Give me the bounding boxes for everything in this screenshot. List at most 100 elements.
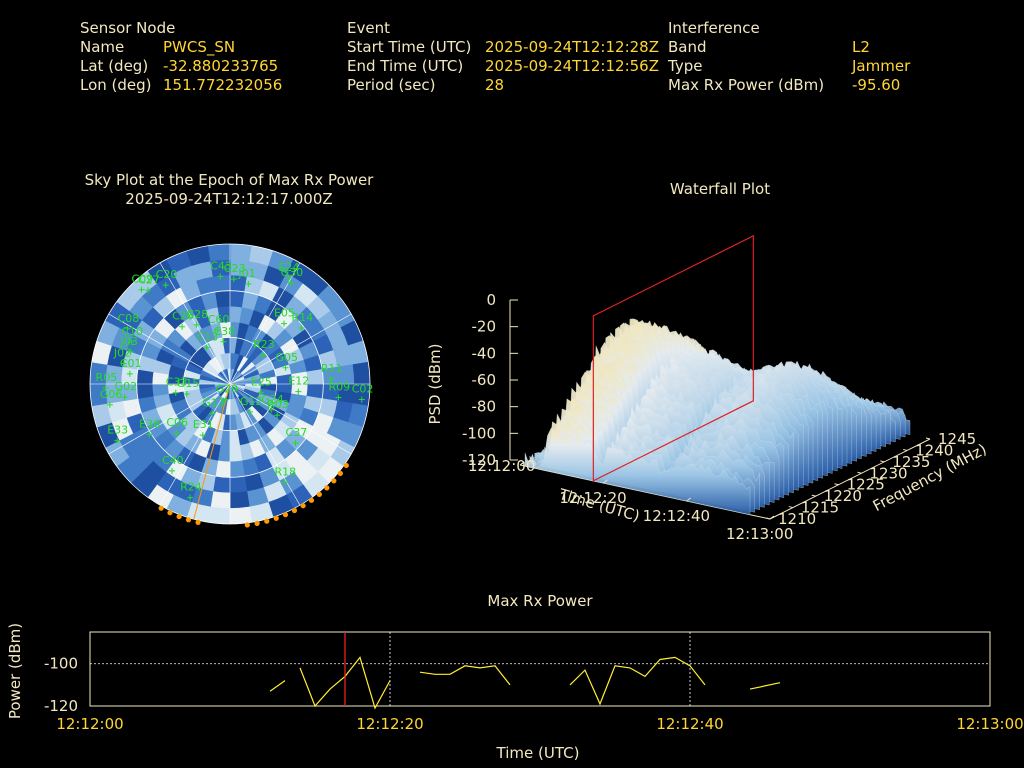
satellite-plus-marker bbox=[214, 327, 221, 334]
satellite-plus-marker bbox=[220, 338, 227, 345]
satellite-g06: G06 bbox=[100, 388, 122, 408]
power-x-tick-label: 12:12:00 bbox=[56, 715, 123, 733]
freq-tick-mark bbox=[834, 483, 839, 486]
jammer-edge-dot bbox=[195, 519, 201, 525]
z-tick-label: -60 bbox=[472, 371, 497, 389]
satellite-plus-marker bbox=[280, 320, 287, 327]
satellite-label: C28 bbox=[186, 308, 208, 321]
satellite-plus-marker bbox=[274, 412, 281, 419]
satellite-g30: G30 bbox=[281, 266, 303, 286]
z-tick-label: -100 bbox=[462, 424, 496, 442]
satellite-label: C43 bbox=[210, 259, 232, 272]
satellite-label: C02 bbox=[352, 383, 374, 396]
satellite-c38: C38 bbox=[214, 325, 235, 345]
event-start-label: Start Time (UTC) bbox=[347, 38, 472, 56]
satellite-label: R18 bbox=[274, 465, 296, 478]
satellite-c09: C09 bbox=[132, 273, 154, 293]
satellite-c13: C13 bbox=[197, 331, 218, 351]
satellite-label: R09 bbox=[328, 380, 350, 393]
power-line-segment bbox=[269, 680, 286, 692]
satellite-r09: R09 bbox=[328, 380, 350, 401]
satellite-r24: R24 bbox=[180, 481, 202, 501]
satellite-plus-marker bbox=[193, 321, 200, 328]
power-ticks: 12:12:00 12:12:20 12:12:40 12:13:00 -100 -120 bbox=[44, 655, 1024, 733]
satellite-label: C23 bbox=[224, 262, 246, 275]
power-x-label: Time (UTC) bbox=[496, 744, 580, 762]
satellite-label: C60 bbox=[208, 313, 230, 326]
satellite-plus-marker bbox=[285, 275, 292, 282]
satellite-c27: C27 bbox=[138, 273, 160, 294]
event-end-label: End Time (UTC) bbox=[347, 57, 464, 75]
jammer-edge-dot bbox=[264, 518, 270, 524]
satellite-label: C06 bbox=[166, 416, 188, 429]
interference-band-value: L2 bbox=[852, 38, 870, 56]
satellite-label: E12 bbox=[288, 375, 309, 388]
satellite-g12: G12 bbox=[240, 395, 263, 415]
waterfall-title: Waterfall Plot bbox=[669, 180, 771, 198]
satellite-c43: C43 bbox=[210, 259, 232, 280]
node-lat-label: Lat (deg) bbox=[80, 57, 149, 75]
power-plot-frame bbox=[89, 631, 991, 707]
node-lon-value: 151.772232056 bbox=[163, 76, 283, 94]
satellite-plus-marker bbox=[292, 439, 299, 446]
jammer-edge-dot bbox=[324, 485, 330, 491]
freq-tick-label: 1210 bbox=[778, 510, 816, 528]
satellite-plus-marker bbox=[358, 396, 365, 403]
satellite-c06: C06 bbox=[166, 416, 188, 436]
jammer-edge-dot bbox=[343, 462, 349, 469]
event-period-label: Period (sec) bbox=[347, 76, 436, 94]
satellite-label: R03 bbox=[267, 398, 289, 411]
jammer-edge-dot bbox=[273, 515, 279, 521]
satellite-label: J02 bbox=[113, 347, 131, 360]
satellite-label: G05 bbox=[276, 351, 299, 364]
satellite-label: J01 bbox=[237, 267, 255, 280]
satellite-e36: E36 bbox=[139, 418, 160, 438]
satellite-plus-marker bbox=[169, 467, 176, 474]
satellite-plus-marker bbox=[146, 431, 153, 438]
freq-tick-label: 1235 bbox=[892, 453, 930, 471]
satellite-j02: J02 bbox=[113, 347, 131, 367]
sky-heat-cells bbox=[90, 244, 370, 524]
satellite-label: E24 bbox=[278, 261, 299, 274]
satellite-label: C09 bbox=[132, 273, 154, 286]
freq-tick-mark bbox=[925, 437, 931, 440]
power-x-tick-label: 12:12:20 bbox=[356, 715, 423, 733]
azimuth-spoke bbox=[229, 383, 301, 506]
satellite-plus-marker bbox=[281, 479, 288, 486]
satellite-plus-marker bbox=[245, 280, 252, 287]
jammer-edge-dot bbox=[167, 510, 173, 516]
satellite-label: E05 bbox=[274, 307, 295, 320]
node-lon-label: Lon (deg) bbox=[80, 76, 152, 94]
sensor-node-title: Sensor Node bbox=[80, 19, 176, 37]
satellite-plus-marker bbox=[327, 376, 334, 383]
interference-title: Interference bbox=[668, 19, 760, 37]
satellite-r18: R18 bbox=[274, 465, 296, 486]
satellite-plus-marker bbox=[298, 325, 305, 332]
satellite-label: R14 bbox=[291, 311, 313, 324]
jammer-edge-dot bbox=[254, 520, 260, 526]
satellite-c02: C02 bbox=[352, 383, 374, 403]
satellite-c40: C40 bbox=[162, 454, 184, 474]
time-tick-label: 12:12:40 bbox=[643, 507, 710, 525]
satellite-e25: E25 bbox=[251, 375, 272, 396]
freq-tick-mark bbox=[903, 448, 908, 451]
satellite-plus-marker bbox=[126, 370, 133, 377]
z-tick-label: -40 bbox=[472, 344, 497, 362]
satellite-r05: R05 bbox=[96, 371, 117, 391]
event-start-value: 2025-09-24T12:12:28Z bbox=[485, 38, 659, 56]
satellite-plus-marker bbox=[138, 286, 145, 293]
freq-tick-label: 1220 bbox=[824, 487, 862, 505]
jammer-edge-dot bbox=[291, 507, 298, 514]
satellite-plus-marker bbox=[203, 344, 210, 351]
satellite-c33: C33 bbox=[166, 376, 187, 396]
psd-ridge bbox=[524, 427, 751, 515]
event-end-value: 2025-09-24T12:12:56Z bbox=[485, 57, 659, 75]
jammer-edge-dot bbox=[176, 513, 182, 520]
satellite-plus-marker bbox=[187, 494, 194, 501]
satellite-e05: E05 bbox=[274, 307, 295, 327]
power-x-tick-label: 12:12:40 bbox=[656, 715, 723, 733]
jammer-edge-dot bbox=[316, 491, 322, 497]
power-grid bbox=[90, 632, 990, 706]
time-tick-mark bbox=[603, 479, 608, 484]
